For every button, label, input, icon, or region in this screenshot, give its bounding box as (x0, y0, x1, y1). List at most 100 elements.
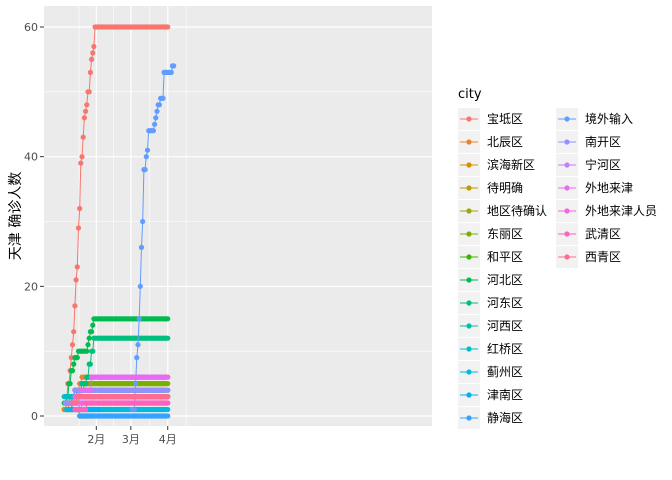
legend-label: 东丽区 (487, 227, 523, 241)
data-point (69, 368, 76, 374)
data-point (73, 400, 79, 406)
legend-item: 静海区 (458, 407, 523, 429)
legend-title: city (458, 87, 482, 102)
y-tick-label: 40 (24, 151, 38, 164)
legend-item: 外地来津人员 (556, 200, 657, 222)
data-point (150, 128, 156, 134)
series-14 (129, 63, 177, 413)
data-point (87, 69, 93, 75)
series-20 (69, 394, 171, 406)
legend-label: 滨海新区 (487, 157, 535, 172)
legend-key-point (564, 231, 570, 237)
data-point (87, 361, 93, 367)
data-point (84, 348, 90, 354)
legend-label: 宁河区 (585, 157, 621, 172)
legend-item: 西青区 (556, 246, 621, 268)
legend-key-point (466, 185, 472, 191)
data-point (136, 316, 142, 322)
legend-key-point (466, 346, 472, 352)
data-point (165, 406, 171, 413)
data-point (153, 115, 159, 121)
y-axis: 0 20 40 60 (24, 21, 44, 423)
data-point (79, 154, 85, 160)
legend-key-point (564, 208, 570, 214)
legend-key-point (466, 116, 472, 122)
legend-key-point (466, 300, 472, 306)
legend-item: 地区待确认 (458, 200, 547, 222)
data-point (165, 24, 171, 30)
data-point (165, 400, 171, 406)
legend: 宝坻区北辰区滨海新区待明确地区待确认东丽区和平区河北区河东区河西区红桥区蓟州区津… (458, 108, 657, 429)
legend-key-point (564, 139, 570, 145)
legend-label: 津南区 (487, 387, 523, 402)
legend-key-point (564, 254, 570, 260)
x-tick-label: 4月 (159, 433, 177, 446)
series-19 (72, 400, 171, 413)
data-point (154, 108, 160, 114)
legend-item: 河西区 (458, 315, 523, 337)
y-axis-label: 天津 确诊人数 (8, 172, 24, 260)
data-point (133, 381, 139, 387)
legend-label: 地区待确认 (487, 204, 547, 218)
data-point (165, 374, 171, 380)
data-point (83, 406, 89, 413)
legend-item: 河东区 (458, 292, 523, 314)
data-point (71, 329, 77, 335)
data-point (131, 406, 137, 413)
data-point (80, 134, 86, 140)
data-point (67, 381, 73, 387)
data-point (78, 160, 84, 166)
data-point (90, 322, 96, 328)
data-point (137, 283, 143, 289)
data-point (69, 342, 76, 348)
legend-item: 北辰区 (458, 131, 523, 153)
data-point (165, 394, 171, 400)
data-point (165, 381, 171, 387)
data-point (87, 387, 93, 393)
legend-item: 红桥区 (458, 338, 523, 360)
x-axis: 2月 3月 4月 (87, 426, 177, 446)
data-point (83, 108, 89, 114)
legend-key-point (466, 369, 472, 375)
legend-label: 红桥区 (487, 341, 523, 356)
data-point (138, 244, 145, 250)
data-point (171, 63, 177, 69)
legend-item: 东丽区 (458, 223, 523, 245)
data-point (165, 316, 171, 322)
series-8 (62, 335, 171, 406)
legend-key-point (564, 185, 570, 191)
legend-item: 外地来津 (556, 177, 633, 199)
data-point (165, 387, 171, 393)
legend-label: 和平区 (487, 250, 523, 264)
data-point (135, 342, 141, 348)
legend-item: 津南区 (458, 384, 523, 406)
y-tick-label: 20 (24, 280, 38, 293)
data-point (83, 381, 89, 387)
data-point (165, 413, 171, 419)
series-layer (61, 24, 177, 419)
data-point (71, 361, 77, 367)
legend-key-point (466, 277, 472, 283)
data-point (142, 167, 148, 173)
legend-label: 外地来津 (585, 181, 633, 195)
series-13 (77, 413, 171, 419)
plot-panel (44, 6, 432, 426)
legend-item: 滨海新区 (458, 154, 535, 176)
legend-key-point (564, 162, 570, 168)
data-point (140, 218, 146, 225)
legend-label: 河东区 (487, 296, 523, 310)
legend-item: 宝坻区 (458, 108, 523, 130)
legend-label: 西青区 (585, 250, 621, 264)
data-point (168, 69, 174, 75)
legend-item: 武清区 (556, 223, 621, 245)
x-tick-label: 3月 (122, 433, 140, 446)
legend-item: 蓟州区 (458, 361, 523, 383)
data-point (73, 277, 79, 283)
legend-key-point (466, 139, 472, 145)
legend-item: 南开区 (556, 131, 621, 153)
legend-label: 河西区 (487, 319, 523, 333)
data-point (89, 329, 95, 335)
data-point (81, 115, 87, 121)
y-tick-label: 60 (24, 21, 38, 34)
legend-label: 河北区 (487, 273, 523, 287)
